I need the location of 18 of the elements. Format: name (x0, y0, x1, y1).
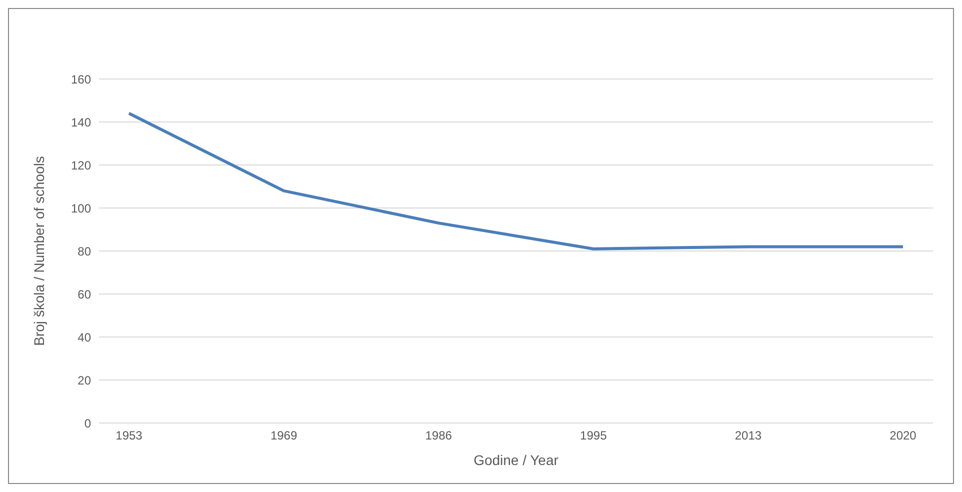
x-tick-label: 1995 (580, 428, 608, 443)
x-tick-label: 1986 (425, 428, 452, 443)
x-tick-label: 1969 (270, 428, 298, 443)
y-tick-label: 60 (78, 287, 92, 302)
y-tick-label: 100 (70, 201, 92, 216)
line-series (128, 112, 904, 250)
x-tick-label: 1953 (116, 428, 143, 443)
y-axis-title: Broj škola / Number of schools (30, 156, 47, 346)
y-tick-label: 160 (70, 72, 92, 86)
y-tick-label: 40 (78, 330, 92, 344)
x-tick-label: 2013 (734, 428, 762, 443)
y-tick-label: 20 (78, 373, 92, 388)
x-tick-label: 2020 (890, 428, 917, 443)
y-tick-label: 0 (84, 416, 92, 430)
y-tick-label: 80 (78, 244, 92, 258)
x-axis-title: Godine / Year (474, 452, 559, 468)
y-tick-label: 120 (70, 158, 92, 172)
y-tick-label: 140 (70, 115, 92, 130)
